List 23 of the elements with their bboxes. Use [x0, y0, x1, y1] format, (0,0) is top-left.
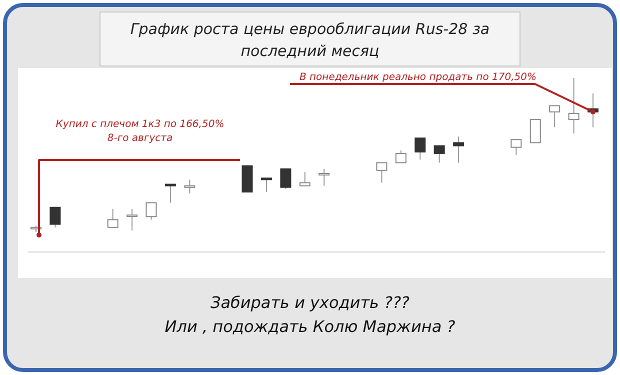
candlestick [164, 184, 176, 204]
candlestick [318, 168, 330, 186]
candlestick [299, 171, 310, 186]
candlestick [280, 168, 292, 190]
candlestick [146, 202, 157, 220]
chart-title: График роста цены еврооблигации Rus-28 за последний месяц [130, 20, 490, 60]
text: Забирать и уходить ??? Или , подождать Колю Маржина ? [164, 293, 456, 336]
candlestick [126, 208, 138, 231]
candlestick [107, 208, 118, 228]
annotation: В понедельник реально продать по 170,50% [299, 72, 537, 83]
candlestick [549, 105, 560, 128]
candlestick [50, 206, 61, 228]
candlestick [184, 179, 196, 194]
candlestick [453, 136, 464, 164]
candlestick [530, 119, 541, 144]
candlestick [414, 138, 426, 160]
candlestick [568, 78, 580, 134]
candlestick [510, 139, 522, 156]
candlestick [434, 145, 445, 164]
candlestick [260, 178, 272, 192]
candlestick [376, 162, 388, 184]
candlestick [395, 150, 406, 164]
annotation: Купил с плечом 1к3 по 166,50% 8-го августа [56, 119, 224, 144]
